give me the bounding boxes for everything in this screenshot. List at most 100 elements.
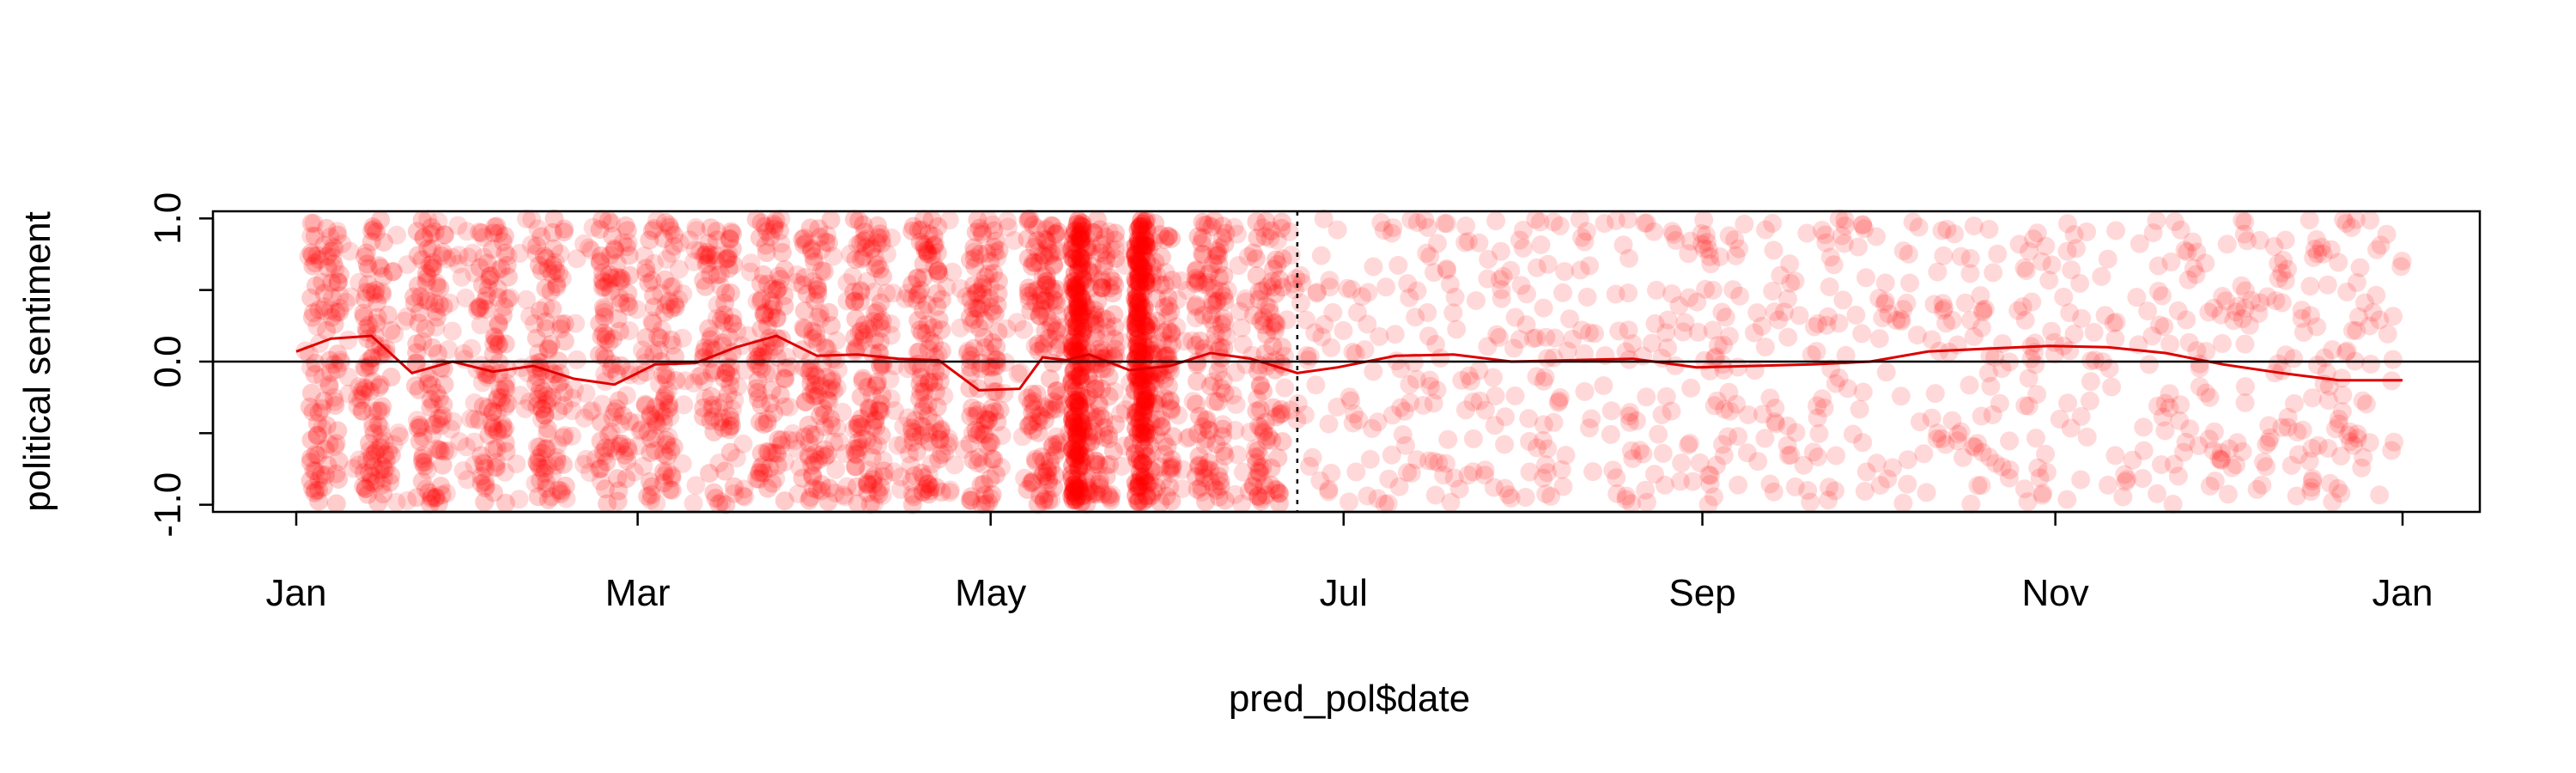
scatter-point [821,210,841,230]
scatter-point [1343,413,1363,433]
scatter-point [2331,484,2351,503]
scatter-point [2196,342,2216,362]
scatter-point [1260,303,1279,322]
scatter-point [1959,375,1979,395]
scatter-point [1236,289,1255,308]
scatter-point [1922,408,1941,428]
scatter-point [498,247,518,265]
scatter-point [1291,293,1310,313]
scatter-point [2024,229,2044,249]
scatter-point [325,239,344,259]
scatter-point [2204,422,2224,441]
scatter-point [2272,293,2292,313]
scatter-point [606,441,626,460]
scatter-point [1897,293,1917,313]
scatter-point [2220,439,2239,459]
scatter-point [669,259,689,279]
scatter-point [2180,419,2200,439]
scatter-point [1801,492,1820,512]
scatter-point [371,401,391,421]
scatter-point [1415,210,1435,230]
scatter-point [501,288,519,307]
scatter-point [547,447,567,467]
scatter-point [301,383,321,403]
scatter-point [1594,376,1613,395]
scatter-point [987,248,1007,268]
scatter-point [2106,221,2126,240]
scatter-point [1487,325,1507,344]
scatter-point [495,493,515,513]
scatter-point [1303,447,1322,467]
scatter-point [1253,281,1273,301]
scatter-point [1726,246,1746,265]
scatter-point [1177,281,1197,300]
scatter-point [1261,228,1280,248]
scatter-point [609,481,629,501]
scatter-point [312,465,331,484]
scatter-point [1255,227,1275,247]
scatter-point [2302,439,2322,458]
scatter-point [574,454,593,474]
scatter-point [926,234,945,254]
scatter-point [2058,393,2078,413]
scatter-point [1607,484,1627,503]
scatter-point [899,444,919,464]
scatter-point [1424,393,1443,413]
scatter-point [2266,291,2286,311]
scatter-point [439,340,459,359]
scatter-point [380,472,400,492]
scatter-point [459,247,478,267]
scatter-point [1417,243,1437,263]
scatter-point [528,219,548,239]
scatter-point [1193,228,1212,248]
scatter-point [684,373,703,393]
scatter-point [1874,294,1894,313]
scatter-point [2117,470,2136,490]
scatter-point [1856,462,1876,482]
scatter-point [1808,447,1828,466]
scatter-point [319,377,339,397]
scatter-point [714,418,733,438]
scatter-point [1130,276,1150,295]
scatter-point [1869,329,1889,349]
scatter-point [2236,281,2255,301]
scatter-point [315,297,335,317]
scatter-point [2331,447,2351,466]
scatter-point [405,376,425,396]
scatter-point [1363,418,1382,438]
scatter-point [2301,478,2321,497]
scatter-point [998,211,1017,231]
scatter-point [478,278,498,298]
scatter-point [905,411,925,430]
scatter-point [911,416,931,435]
scatter-point [1898,450,1917,470]
scatter-point [762,473,782,493]
scatter-point [1210,459,1230,478]
scatter-point [898,359,918,379]
scatter-point [862,386,882,405]
scatter-point [694,372,714,391]
scatter-point [881,314,901,334]
scatter-point [495,462,514,482]
scatter-point [1909,217,1929,237]
scatter-point [2009,234,2029,254]
scatter-point [369,378,389,398]
scatter-point [1115,400,1135,420]
scatter-point [1699,465,1719,484]
scatter-point [1856,268,1876,288]
scatter-point [1046,330,1066,350]
scatter-point [490,380,510,400]
scatter-point [898,283,918,303]
scatter-point [2014,258,2034,277]
scatter-point [1295,405,1315,424]
scatter-point [753,455,773,475]
scatter-point [1072,486,1092,506]
scatter-point [1485,386,1505,406]
scatter-point [1747,303,1767,323]
scatter-point [1161,464,1181,484]
scatter-point [1914,444,1934,464]
scatter-point [2377,224,2397,244]
scatter-point [2329,253,2348,272]
scatter-point [1167,317,1187,337]
scatter-point [579,238,598,258]
